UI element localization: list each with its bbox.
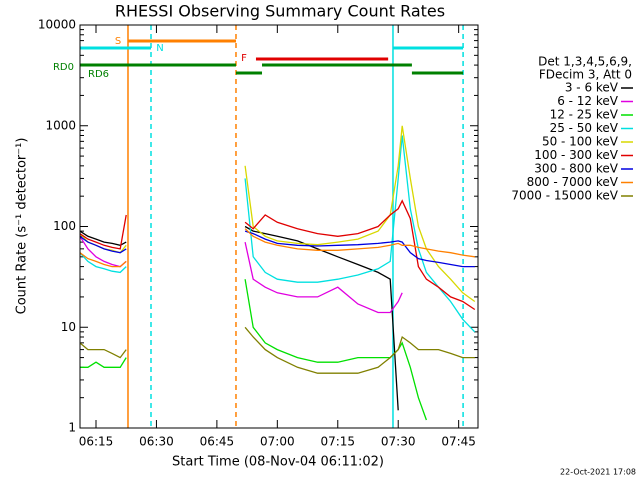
y-tick-label: 100 (53, 219, 76, 233)
legend-label: 300 - 800 keV (534, 162, 618, 176)
legend-label: 7000 - 15000 keV (511, 189, 618, 203)
plot-frame (79, 24, 479, 429)
footer: 22-Oct-2021 17:08 (560, 468, 636, 477)
flag-label: S (115, 36, 121, 47)
series-line (79, 342, 127, 359)
flag-label: RD0 (53, 62, 74, 73)
flag-label: RD6 (88, 69, 109, 80)
legend-label: 25 - 50 keV (550, 121, 619, 135)
series-line (79, 235, 127, 254)
y-tick-label: 1000 (45, 118, 76, 132)
series-line (79, 357, 127, 368)
legend-header: FDecim 3, Att 0 (539, 68, 632, 82)
flag-label: N (156, 43, 163, 54)
x-axis-label: Start Time (08-Nov-04 06:11:02) (172, 455, 384, 470)
legend-label: 800 - 7000 keV (527, 175, 619, 189)
legend-label: 100 - 300 keV (534, 148, 618, 162)
legend-label: 6 - 12 keV (557, 94, 619, 108)
series-line (244, 228, 475, 258)
y-axis-label: Count Rate (s⁻¹ detector⁻¹) (15, 138, 30, 315)
series-line (244, 279, 428, 421)
x-tick-label: 07:45 (441, 435, 476, 449)
series-line (79, 214, 127, 250)
series-line (79, 252, 127, 274)
series-line (244, 199, 476, 311)
flag-label: F (241, 53, 247, 64)
legend-header: Det 1,3,4,5,6,9, (538, 55, 632, 69)
legend-label: 12 - 25 keV (550, 108, 619, 122)
x-tick-label: 07:30 (381, 435, 416, 449)
x-tick-label: 07:00 (260, 435, 295, 449)
y-tick-label: 10 (61, 320, 76, 334)
x-tick-label: 07:15 (320, 435, 355, 449)
x-tick-label: 06:15 (79, 435, 114, 449)
series-line (244, 230, 475, 268)
x-tick-label: 06:45 (200, 435, 235, 449)
y-tick-label: 10000 (38, 18, 76, 32)
series-line (244, 326, 475, 374)
legend-label: 50 - 100 keV (542, 135, 619, 149)
y-tick-label: 1 (68, 421, 76, 435)
chart-title: RHESSI Observing Summary Count Rates (115, 2, 445, 21)
x-tick-label: 06:30 (139, 435, 174, 449)
legend-label: 3 - 6 keV (565, 81, 619, 95)
series-line (79, 252, 127, 268)
series-line (244, 241, 403, 314)
